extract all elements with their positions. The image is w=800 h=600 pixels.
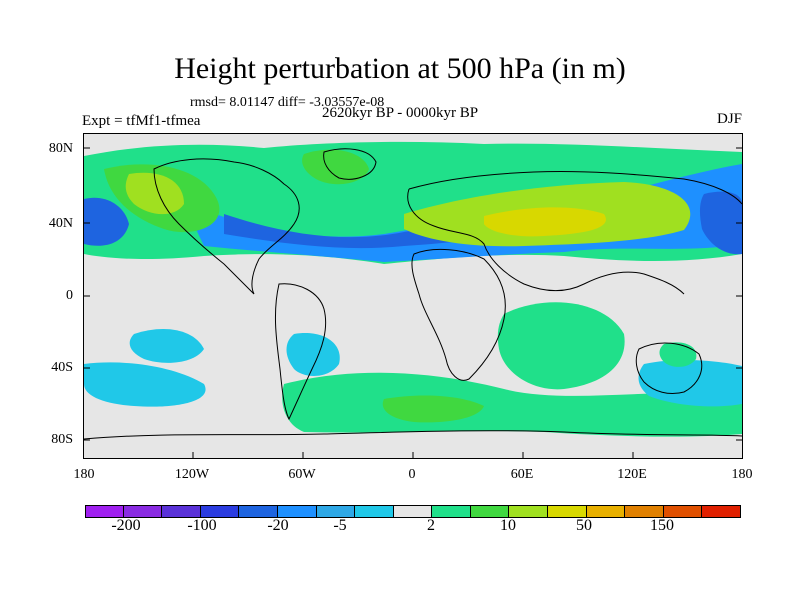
lb-label-5: 10 xyxy=(500,517,516,534)
lon-label-120w: 120W xyxy=(174,467,210,482)
lb-label-7: 150 xyxy=(650,517,674,534)
map-svg xyxy=(84,134,742,458)
nh-yellow xyxy=(484,207,606,237)
period-label: 2620kyr BP - 0000kyr BP xyxy=(321,105,479,121)
lb-label-4: 2 xyxy=(427,517,435,534)
sh-teal-band xyxy=(282,372,742,437)
lon-label-0: 0 xyxy=(408,467,416,482)
pacific-yellow xyxy=(125,172,184,215)
lon-label-180w: 180 xyxy=(73,467,95,482)
labelbar-box xyxy=(586,505,626,517)
greenland-coast xyxy=(323,148,377,180)
lb-label-6: 50 xyxy=(576,517,592,534)
sh-blue-blob-2 xyxy=(286,333,340,376)
labelbar-box xyxy=(277,505,317,517)
north-america-coast xyxy=(153,158,300,295)
labelbar-box xyxy=(548,505,587,517)
lon-label-120e: 120E xyxy=(617,467,647,482)
season-label: DJF xyxy=(716,111,742,127)
axis-ticks xyxy=(84,147,742,458)
lon-label-180e: 180 xyxy=(731,467,753,482)
labelbar-box xyxy=(663,505,703,517)
labelbar-box xyxy=(123,505,163,517)
e-pacific-blue xyxy=(84,197,129,246)
lat-label-40n: 40N xyxy=(48,216,73,231)
africa-coast xyxy=(411,249,506,381)
lat-label-80s: 80S xyxy=(51,432,73,447)
rmsd-stats: rmsd= 8.01147 diff= -3.03557e-08 xyxy=(190,95,385,110)
labelbar-box xyxy=(393,505,433,517)
labelbar-box xyxy=(162,505,201,517)
sh-blue-south-2 xyxy=(638,360,742,407)
sh-teal-small xyxy=(659,342,697,367)
chart-title: Height perturbation at 500 hPa (in m) xyxy=(174,52,626,85)
sh-teal-blob xyxy=(497,302,625,390)
canada-green xyxy=(302,149,369,185)
lat-label-40s: 40S xyxy=(51,360,73,375)
lb-label-1: -100 xyxy=(187,517,217,534)
labelbar-box xyxy=(239,505,278,517)
coastlines xyxy=(84,148,742,440)
lat-label-80n: 80N xyxy=(48,141,73,156)
south-america-coast xyxy=(274,283,327,421)
eurasia-coast xyxy=(407,170,742,295)
lat-label-eq: 0 xyxy=(66,288,73,303)
labelbar-box xyxy=(470,505,510,517)
lb-label-0: -200 xyxy=(111,517,141,534)
australia-coast xyxy=(635,342,703,395)
sh-blue-south-1 xyxy=(84,362,206,407)
labelbar-frame xyxy=(85,505,741,518)
map-panel xyxy=(83,133,743,459)
lb-label-2: -20 xyxy=(267,517,289,534)
labelbar-box xyxy=(355,505,394,517)
experiment-label: Expt = tfMf1-tfmea xyxy=(82,113,201,129)
lb-label-3: -5 xyxy=(333,517,347,534)
labelbar-box xyxy=(625,505,664,517)
antarctica-coast xyxy=(84,430,742,440)
lon-label-60w: 60W xyxy=(288,467,316,482)
labelbar-box xyxy=(316,505,356,517)
color-labelbar xyxy=(85,505,741,517)
labelbar-box xyxy=(85,505,124,517)
sh-green-south xyxy=(382,395,484,423)
w-pacific-blue xyxy=(699,191,742,255)
labelbar-box xyxy=(509,505,549,517)
labelbar-box xyxy=(432,505,471,517)
sh-blue-blob-1 xyxy=(129,329,204,363)
lon-label-60e: 60E xyxy=(510,467,534,482)
labelbar-box xyxy=(200,505,240,517)
